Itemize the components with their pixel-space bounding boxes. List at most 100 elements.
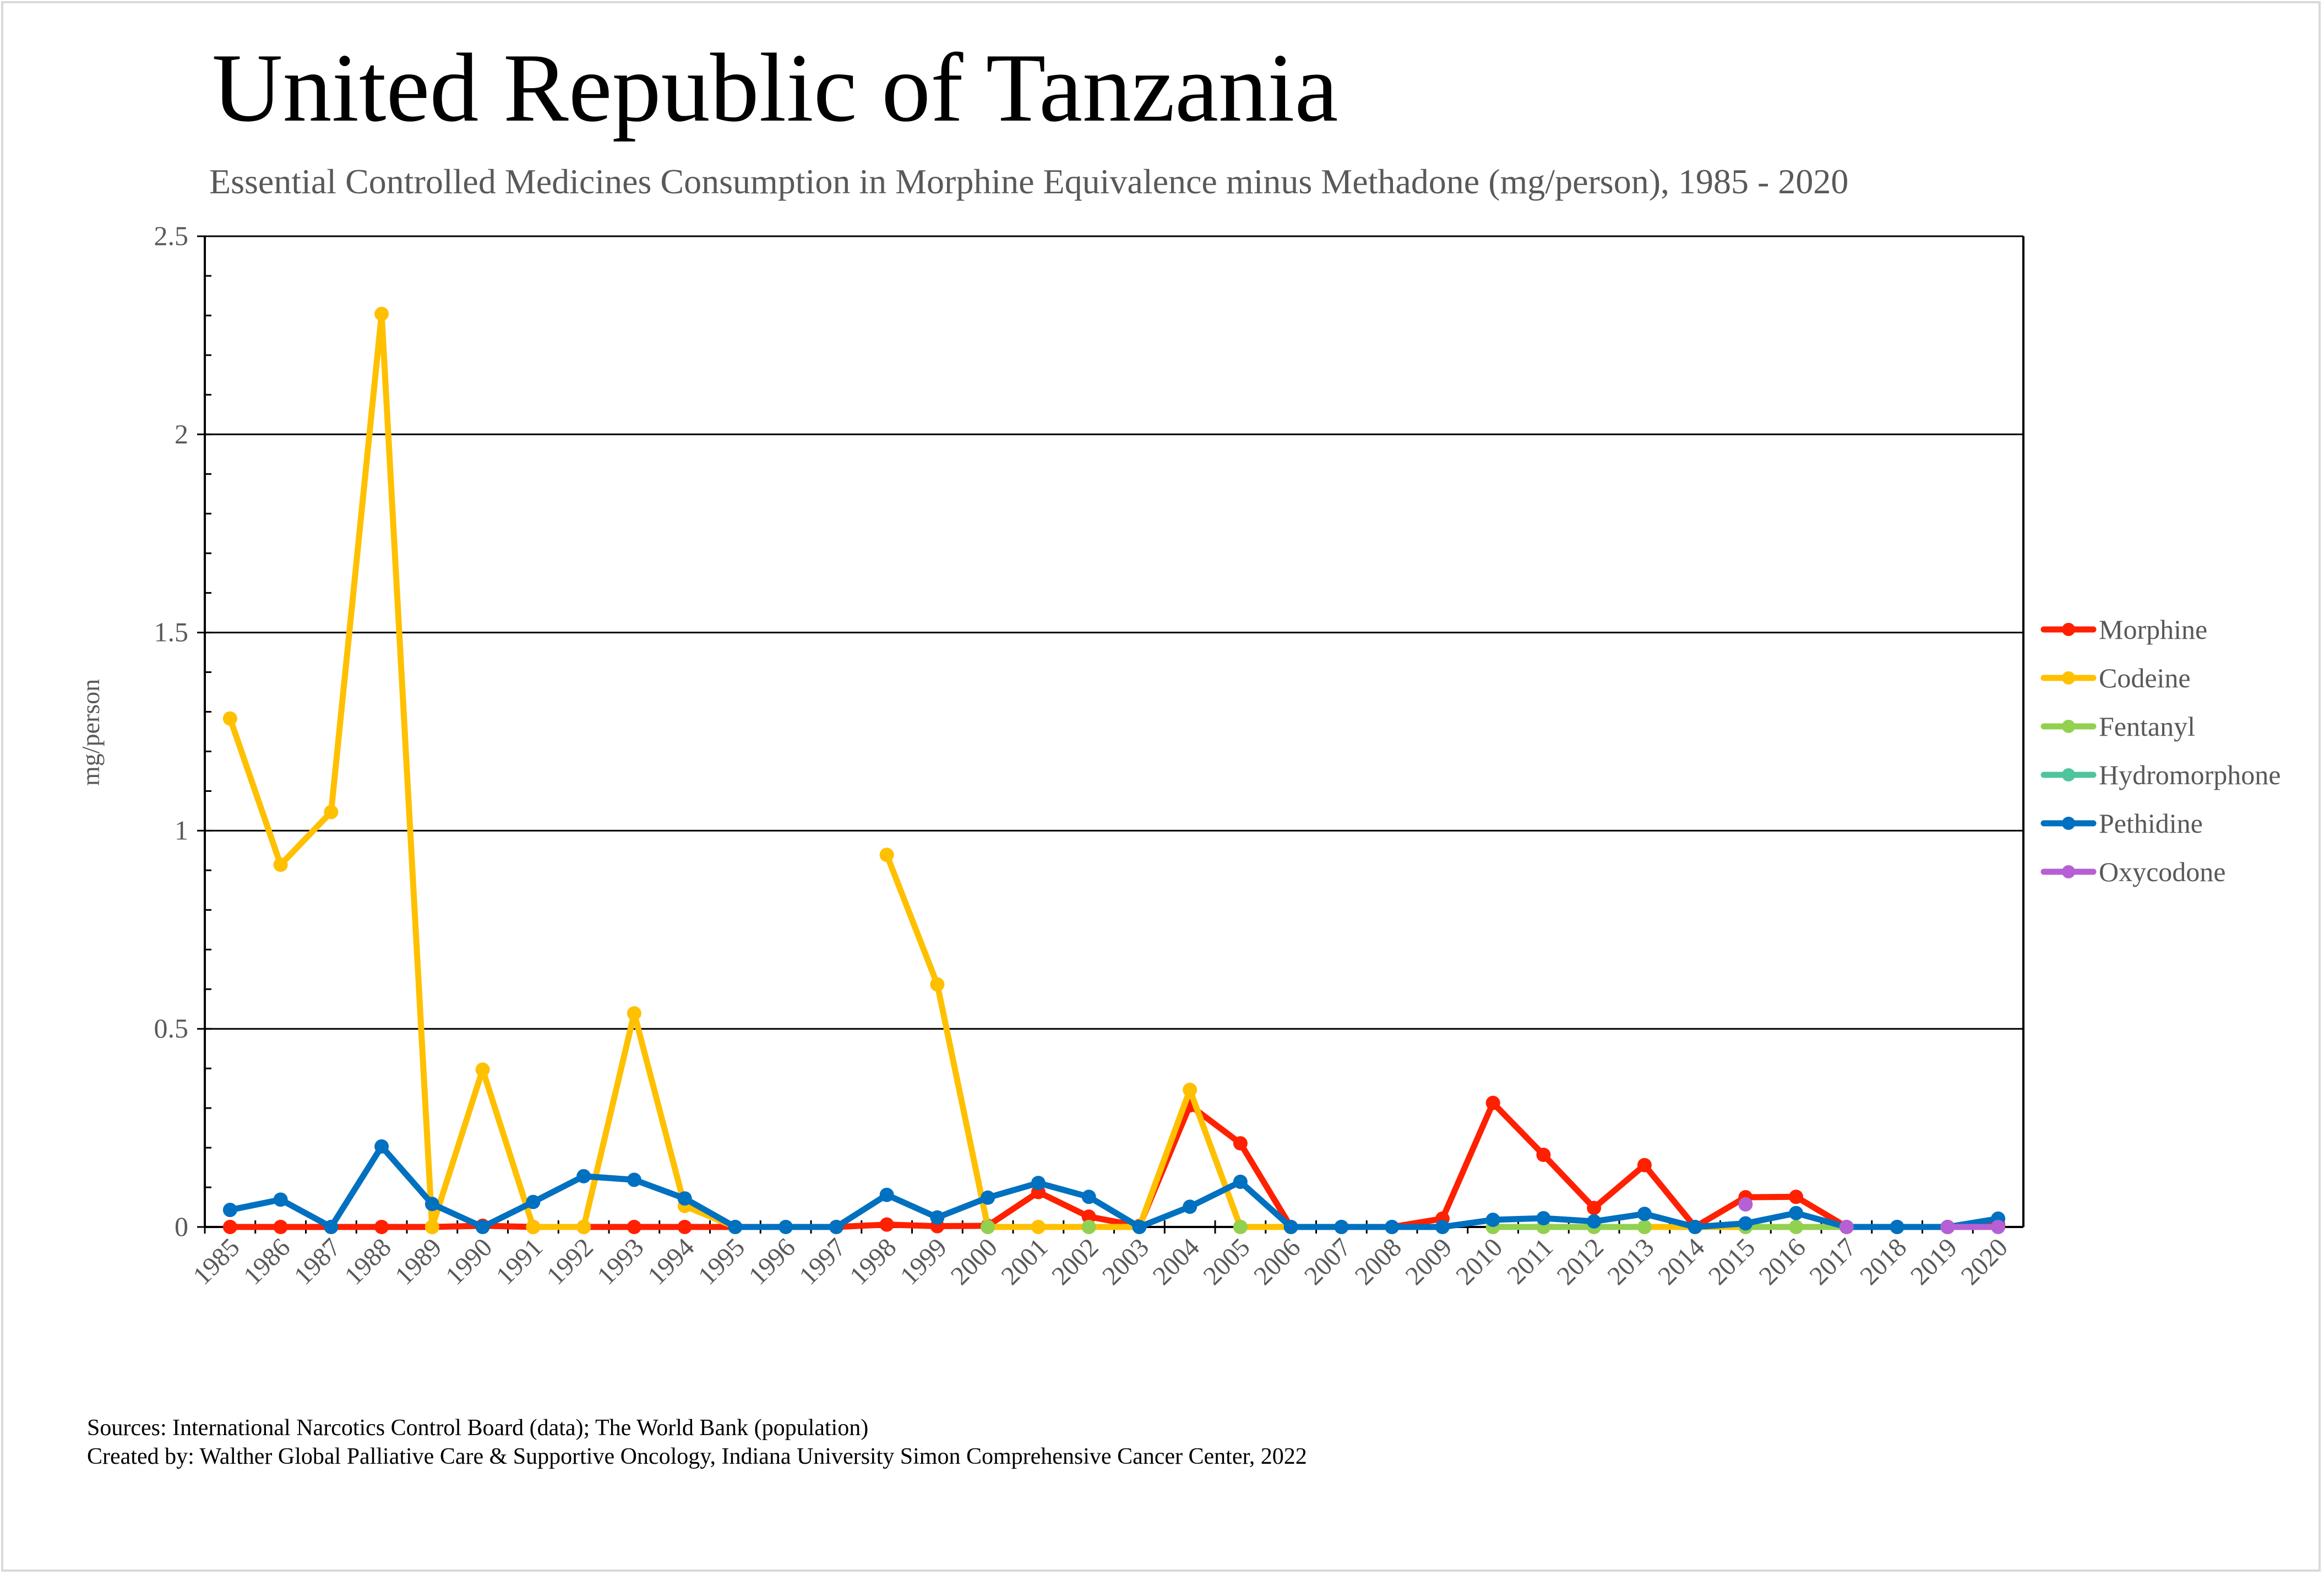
x-tick-label: 1997 <box>793 1232 851 1290</box>
legend-label: Pethidine <box>2099 808 2203 839</box>
point-morphine-1985 <box>222 1220 237 1234</box>
point-codeine-1985 <box>222 711 237 726</box>
y-axis-title: mg/person <box>77 679 105 786</box>
x-tick-label: 2008 <box>1349 1232 1407 1290</box>
x-tick-label: 1999 <box>895 1232 953 1290</box>
x-tick-label: 2017 <box>1804 1232 1862 1290</box>
point-oxycodone-2015 <box>1738 1197 1753 1212</box>
y-tick-label: 1.5 <box>154 617 189 648</box>
point-pethidine-1999 <box>930 1210 945 1225</box>
legend-label: Oxycodone <box>2099 856 2226 887</box>
legend-swatch-marker <box>2062 623 2075 636</box>
sources-note: Sources: International Narcotics Control… <box>87 1415 869 1441</box>
x-tick-label: 2000 <box>945 1232 1003 1290</box>
point-codeine-1987 <box>324 805 339 819</box>
point-pethidine-2011 <box>1536 1211 1551 1226</box>
x-tick-label: 1988 <box>339 1232 397 1290</box>
point-pethidine-2010 <box>1485 1213 1500 1228</box>
legend-label: Hydromorphone <box>2099 759 2281 790</box>
x-tick-label: 2020 <box>1956 1232 2013 1290</box>
point-codeine-1992 <box>576 1220 591 1234</box>
point-pethidine-2005 <box>1233 1174 1248 1189</box>
point-morphine-2013 <box>1637 1158 1652 1172</box>
point-pethidine-2018 <box>1890 1220 1904 1234</box>
legend-label: Codeine <box>2099 662 2191 693</box>
x-tick-label: 1998 <box>844 1232 902 1290</box>
x-tick-label: 1993 <box>591 1232 649 1290</box>
x-tick-label: 2007 <box>1299 1232 1357 1290</box>
point-oxycodone-2019 <box>1940 1220 1955 1234</box>
legend-swatch-marker <box>2062 817 2075 830</box>
point-pethidine-1997 <box>829 1220 843 1234</box>
point-codeine-1993 <box>627 1006 641 1021</box>
x-tick-label: 2012 <box>1552 1232 1609 1290</box>
point-pethidine-2008 <box>1385 1220 1400 1234</box>
x-tick-label: 2004 <box>1147 1232 1205 1290</box>
x-tick-label: 2011 <box>1501 1232 1559 1290</box>
point-fentanyl-2000 <box>981 1220 995 1234</box>
point-pethidine-1986 <box>273 1192 288 1207</box>
gridlines <box>197 235 2023 1228</box>
point-pethidine-2012 <box>1587 1214 1602 1229</box>
point-pethidine-2009 <box>1435 1220 1450 1234</box>
point-morphine-2012 <box>1587 1201 1602 1215</box>
point-fentanyl-2013 <box>1637 1220 1652 1234</box>
point-codeine-2001 <box>1031 1220 1046 1234</box>
point-pethidine-1990 <box>475 1220 490 1234</box>
x-tick-label: 1985 <box>187 1232 245 1290</box>
point-oxycodone-2020 <box>1991 1220 2006 1234</box>
x-tick-label: 2019 <box>1905 1232 1963 1290</box>
point-codeine-1998 <box>879 848 894 862</box>
legend-swatch-marker <box>2062 865 2075 878</box>
x-tick-label: 2003 <box>1097 1232 1155 1290</box>
y-tick-label: 2.5 <box>154 220 189 251</box>
point-pethidine-1992 <box>576 1169 591 1183</box>
credits-note: Created by: Walther Global Palliative Ca… <box>87 1444 1307 1469</box>
point-pethidine-1995 <box>728 1220 743 1234</box>
line-codeine <box>884 851 1294 1230</box>
point-morphine-1998 <box>879 1217 894 1232</box>
point-pethidine-2013 <box>1637 1207 1652 1221</box>
point-morphine-2011 <box>1536 1148 1551 1163</box>
series-oxycodone <box>1738 1197 2006 1234</box>
point-pethidine-2016 <box>1789 1205 1804 1220</box>
point-codeine-1986 <box>273 857 288 872</box>
point-pethidine-1985 <box>222 1203 237 1218</box>
legend-label: Fentanyl <box>2099 711 2195 742</box>
x-tick-label: 2010 <box>1450 1232 1508 1290</box>
point-pethidine-1987 <box>324 1220 339 1234</box>
point-pethidine-2006 <box>1283 1220 1298 1234</box>
x-tick-label: 2009 <box>1400 1232 1457 1290</box>
x-tick-label: 1994 <box>642 1232 700 1290</box>
point-morphine-2005 <box>1233 1136 1248 1151</box>
point-morphine-2002 <box>1081 1209 1096 1224</box>
x-tick-label: 2001 <box>995 1232 1053 1290</box>
series-group <box>222 307 2006 1234</box>
point-pethidine-2007 <box>1334 1220 1349 1234</box>
legend-swatch-marker <box>2062 768 2075 781</box>
point-pethidine-2015 <box>1738 1216 1753 1231</box>
point-pethidine-2001 <box>1031 1176 1046 1191</box>
line-morphine <box>833 1100 2001 1230</box>
x-tick-label: 1986 <box>238 1232 296 1290</box>
point-fentanyl-2005 <box>1233 1220 1248 1234</box>
point-pethidine-1991 <box>526 1194 541 1209</box>
point-pethidine-1988 <box>374 1139 389 1154</box>
x-tick-label: 1990 <box>440 1232 498 1290</box>
legend: Morphine Codeine Fentanyl Hydromorphone Peth… <box>2040 614 2281 887</box>
x-tick-label: 2013 <box>1602 1232 1659 1290</box>
chart-title: United Republic of Tanzania <box>212 33 1338 142</box>
x-tick-label: 2002 <box>1046 1232 1104 1290</box>
x-tick-label: 2014 <box>1652 1232 1710 1290</box>
point-morphine-1988 <box>374 1220 389 1234</box>
point-oxycodone-2017 <box>1839 1220 1854 1234</box>
line-codeine <box>227 311 738 1230</box>
legend-item-hydromorphone: Hydromorphone <box>2040 759 2281 790</box>
point-pethidine-1993 <box>627 1172 641 1187</box>
x-tick-label: 1991 <box>491 1232 548 1290</box>
point-pethidine-1996 <box>779 1220 793 1234</box>
legend-label: Morphine <box>2099 614 2207 645</box>
x-tick-label: 1989 <box>389 1232 447 1290</box>
series-pethidine <box>222 1139 2006 1234</box>
